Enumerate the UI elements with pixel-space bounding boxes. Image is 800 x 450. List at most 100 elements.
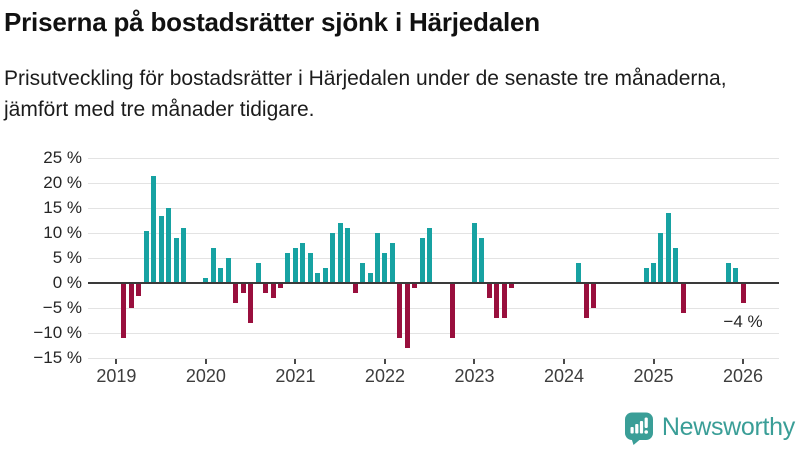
bar xyxy=(151,175,157,283)
bar xyxy=(397,283,403,338)
bar xyxy=(651,263,657,283)
newsworthy-branding: Newsworthy xyxy=(624,410,795,448)
x-axis-label: 2022 xyxy=(364,366,405,386)
y-axis-label: −5 % xyxy=(42,298,82,317)
y-axis-label: 15 % xyxy=(43,198,82,217)
x-axis-tick xyxy=(204,359,207,364)
x-axis-label: 2025 xyxy=(633,366,674,386)
bar xyxy=(471,223,477,283)
y-gridline xyxy=(88,332,779,334)
x-axis-tick xyxy=(473,359,476,364)
bar xyxy=(412,283,418,288)
bar xyxy=(255,263,261,283)
bar xyxy=(218,268,224,283)
y-axis-label: 20 % xyxy=(43,173,82,192)
bar xyxy=(643,268,649,283)
x-axis-label: 2026 xyxy=(723,366,764,386)
bar xyxy=(740,283,746,303)
y-axis-label: −15 % xyxy=(33,348,82,367)
bar xyxy=(233,283,239,303)
bar xyxy=(733,268,739,283)
bar xyxy=(389,243,395,283)
bar xyxy=(322,268,328,283)
bar xyxy=(479,238,485,283)
x-axis-label: 2021 xyxy=(275,366,316,386)
bar xyxy=(300,243,306,283)
bar xyxy=(360,263,366,283)
bar xyxy=(658,233,664,283)
bar xyxy=(210,248,216,283)
bar xyxy=(404,283,410,348)
x-axis-tick xyxy=(742,359,745,364)
bar xyxy=(591,283,597,308)
bar xyxy=(143,230,149,283)
bar xyxy=(725,263,731,283)
y-axis-label: 10 % xyxy=(43,223,82,242)
y-gridline xyxy=(88,157,779,159)
y-gridline xyxy=(88,257,779,259)
x-axis-label: 2020 xyxy=(185,366,226,386)
bar xyxy=(382,253,388,283)
y-gridline xyxy=(88,357,779,359)
x-axis-tick xyxy=(383,359,386,364)
x-axis-label: 2024 xyxy=(543,366,585,386)
bar xyxy=(494,283,500,318)
bar xyxy=(330,233,336,283)
y-axis-label: 0 % xyxy=(52,273,82,292)
bar xyxy=(166,208,172,283)
y-axis-label: 25 % xyxy=(43,148,82,167)
bar xyxy=(173,238,179,283)
bar xyxy=(278,283,284,288)
newsworthy-logo-icon xyxy=(624,412,653,445)
bar xyxy=(136,283,142,296)
chart-subtitle: Prisutveckling för bostadsrätter i Härje… xyxy=(4,67,727,121)
bar xyxy=(285,253,291,283)
y-gridline xyxy=(88,207,779,209)
bar xyxy=(583,283,589,318)
bar xyxy=(158,215,164,283)
y-axis-label: −10 % xyxy=(33,323,82,342)
x-axis-label: 2019 xyxy=(96,366,137,386)
bar xyxy=(680,283,686,313)
bar xyxy=(352,283,358,293)
bar xyxy=(263,283,269,293)
bar xyxy=(375,233,380,283)
newsworthy-logo-text: Newsworthy xyxy=(661,413,795,441)
x-axis-tick xyxy=(652,359,655,364)
bar xyxy=(315,273,321,283)
y-gridline xyxy=(88,307,779,309)
bar xyxy=(292,248,298,283)
bar xyxy=(240,283,246,293)
x-axis-tick xyxy=(563,359,565,364)
bar xyxy=(486,283,492,298)
x-axis-tick xyxy=(115,359,118,364)
bar xyxy=(203,278,209,283)
bar xyxy=(248,283,254,323)
bar xyxy=(673,248,679,283)
latest-value-annotation: −4 % xyxy=(723,312,763,331)
bar xyxy=(419,238,425,283)
bar xyxy=(509,283,515,288)
y-gridline xyxy=(88,232,779,234)
bar xyxy=(501,283,507,318)
bar xyxy=(128,283,134,308)
bar xyxy=(270,283,276,298)
bar xyxy=(225,258,231,283)
bar xyxy=(367,273,373,283)
bar xyxy=(121,283,127,338)
bar xyxy=(665,213,671,283)
chart-title: Priserna på bostadsrätter sjönk i Härjed… xyxy=(4,7,540,37)
zero-baseline xyxy=(88,281,779,285)
bar xyxy=(427,228,433,283)
y-gridline xyxy=(88,182,779,184)
bar xyxy=(345,228,351,283)
y-axis-label: 5 % xyxy=(52,248,82,267)
bar xyxy=(337,223,343,283)
bar xyxy=(307,253,313,283)
x-axis-tick xyxy=(294,359,297,364)
x-axis-label: 2023 xyxy=(454,366,495,386)
bar xyxy=(449,283,455,338)
bar xyxy=(576,263,582,283)
